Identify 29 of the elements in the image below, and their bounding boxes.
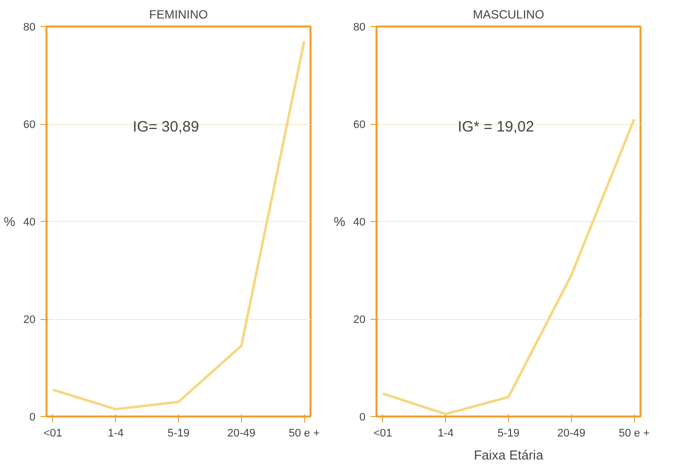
y-tick-label: 80 [23,22,36,34]
x-tick-label: 20-49 [557,428,586,440]
x-tick-label: 50 e + [288,428,320,440]
y-tick-label: 60 [353,119,366,131]
line-series [382,118,636,416]
y-tick-label: 80 [353,22,366,34]
annotation: IG* = 19,02 [458,118,534,136]
x-tick-label: <01 [43,428,62,440]
x-tick-label: 5-19 [497,428,520,440]
x-tick-label: <01 [373,428,392,440]
y-axis-title: % [334,214,346,229]
x-tick-label: 1-4 [438,428,454,440]
y-tick-label: 0 [359,412,366,424]
y-tick-label: 40 [353,216,366,228]
annotation: IG= 30,89 [132,118,200,136]
y-tick-label: 20 [353,314,366,326]
x-tick-label: 5-19 [167,428,190,440]
y-tick-label: 60 [23,119,36,131]
y-tick-label: 0 [29,412,36,424]
x-tick-label: 20-49 [227,428,256,440]
y-tick-label: 20 [23,314,36,326]
chart-title: FEMININO [149,8,208,22]
x-tick-label: 1-4 [108,428,124,440]
x-axis-title: Faixa Etária [474,448,544,462]
x-tick-label: 50 e + [618,428,650,440]
y-axis-title: % [4,214,16,229]
line-series [52,40,306,410]
y-tick-label: 40 [23,216,36,228]
chart-title: MASCULINO [472,8,544,22]
